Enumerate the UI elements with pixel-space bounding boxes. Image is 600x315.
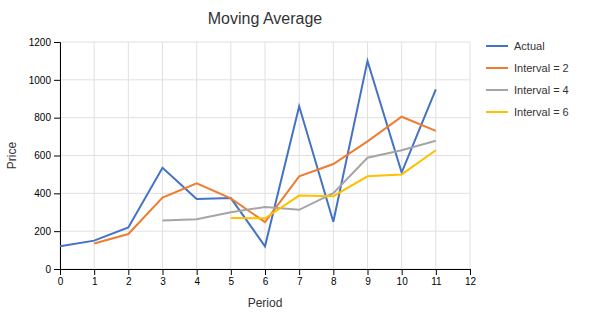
- tick: 6: [263, 269, 269, 287]
- tick: 0: [58, 269, 64, 287]
- x-axis: 0123456789101112: [58, 269, 477, 287]
- tick-mark: [265, 269, 266, 275]
- tick-mark: [54, 193, 60, 194]
- legend-label: Actual: [514, 40, 545, 52]
- legend-swatch: [486, 45, 508, 47]
- grid: [60, 42, 470, 269]
- tick-label: 3: [160, 276, 166, 287]
- legend: Actual Interval = 2 Interval = 4 Interval =…: [486, 40, 569, 118]
- tick: 1: [92, 269, 98, 287]
- tick: 1200: [29, 37, 60, 48]
- tick-label: 1: [92, 276, 98, 287]
- legend-swatch: [486, 67, 508, 69]
- title: Moving Average: [208, 10, 323, 27]
- tick-mark: [436, 269, 437, 275]
- series-line: [60, 61, 436, 246]
- tick: 2: [126, 269, 132, 287]
- tick-label: 1200: [29, 37, 52, 48]
- tick-mark: [231, 269, 232, 275]
- tick-label: 1000: [29, 75, 52, 86]
- series-line: [94, 117, 436, 244]
- grid-line-y: [60, 42, 470, 43]
- legend-item: Actual: [486, 40, 545, 52]
- tick: 1000: [29, 75, 60, 86]
- tick-mark: [163, 269, 164, 275]
- tick: 200: [34, 226, 60, 237]
- tick-mark: [128, 269, 129, 275]
- tick-label: 10: [397, 276, 409, 287]
- tick: 0: [45, 264, 60, 275]
- tick-mark: [54, 156, 60, 157]
- tick: 400: [34, 188, 60, 199]
- tick-mark: [54, 118, 60, 119]
- tick-label: 5: [229, 276, 235, 287]
- tick-label: 600: [34, 150, 51, 161]
- tick: 600: [34, 150, 60, 161]
- tick-mark: [54, 42, 60, 43]
- tick-mark: [197, 269, 198, 275]
- tick-label: 400: [34, 188, 51, 199]
- tick-label: 2: [126, 276, 132, 287]
- legend-label: Interval = 6: [514, 106, 569, 118]
- plot: 0123456789101112020040060080010001200: [29, 37, 477, 287]
- tick: 8: [331, 269, 337, 287]
- tick-mark: [333, 269, 334, 275]
- chart: 0123456789101112020040060080010001200Mov…: [0, 0, 600, 315]
- tick-label: 12: [465, 276, 477, 287]
- y-axis: 0 200 400 600 800 1000 1200: [29, 37, 61, 275]
- series-group: [60, 61, 436, 246]
- tick: 4: [194, 269, 200, 287]
- tick: 9: [365, 269, 371, 287]
- tick: 7: [297, 269, 303, 287]
- tick-mark: [54, 80, 60, 81]
- tick-label: 200: [34, 226, 51, 237]
- tick-mark: [54, 231, 60, 232]
- y-axis-title: Price: [5, 142, 19, 170]
- tick-label: 0: [58, 276, 64, 287]
- tick-label: 4: [194, 276, 200, 287]
- tick: 3: [160, 269, 166, 287]
- legend-item: Interval = 6: [486, 106, 569, 118]
- grid-line-y: [60, 193, 470, 194]
- tick-mark: [54, 269, 60, 270]
- x-axis-title: Period: [248, 296, 283, 310]
- tick: 11: [431, 269, 442, 287]
- tick: 5: [229, 269, 235, 287]
- axis-line: [61, 270, 471, 276]
- tick-label: 9: [365, 276, 371, 287]
- tick-mark: [94, 269, 95, 275]
- tick: 800: [34, 112, 60, 123]
- tick-mark: [368, 269, 369, 275]
- legend-item: Interval = 4: [486, 84, 569, 96]
- tick-label: 800: [34, 112, 51, 123]
- legend-label: Interval = 2: [514, 62, 569, 74]
- axis-line: [54, 43, 61, 270]
- series-line: [163, 141, 436, 221]
- tick-label: 8: [331, 276, 337, 287]
- tick-label: 7: [297, 276, 303, 287]
- series-line: [231, 150, 436, 218]
- tick-label: 0: [45, 264, 51, 275]
- tick-label: 6: [263, 276, 269, 287]
- legend-swatch: [486, 89, 508, 91]
- tick: 10: [397, 269, 409, 287]
- legend-item: Interval = 2: [486, 62, 569, 74]
- tick-mark: [470, 269, 471, 275]
- tick: 12: [465, 269, 477, 287]
- legend-swatch: [486, 111, 508, 113]
- chart-container: 0123456789101112020040060080010001200Mov…: [0, 0, 600, 315]
- grid-line-y: [60, 117, 470, 118]
- grid-line-y: [60, 79, 470, 80]
- tick-mark: [402, 269, 403, 275]
- legend-label: Interval = 4: [514, 84, 569, 96]
- tick-label: 11: [431, 276, 442, 287]
- tick-mark: [299, 269, 300, 275]
